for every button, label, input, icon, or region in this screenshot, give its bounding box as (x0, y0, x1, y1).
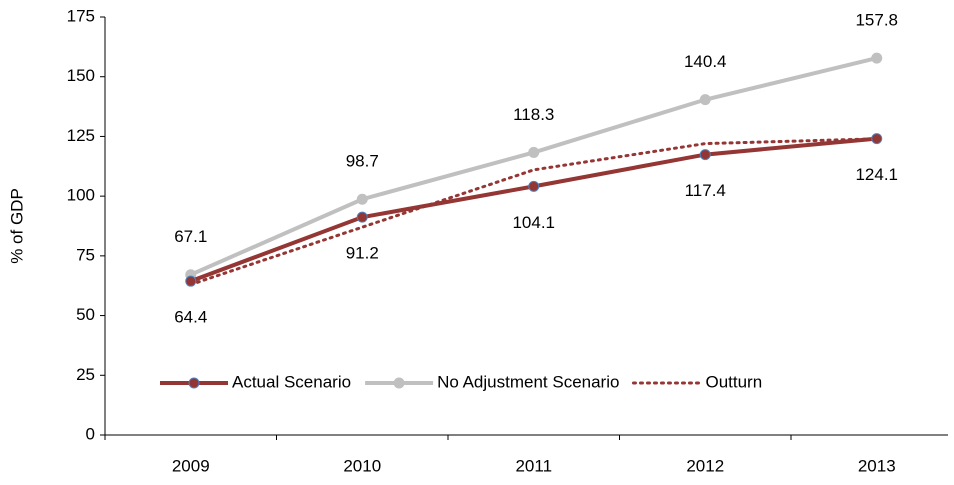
point (871, 133, 883, 145)
y-tick-label: 100 (67, 186, 95, 205)
x-tick-label: 2009 (172, 456, 210, 475)
series-line (190, 136, 877, 284)
y-axis-label: % of GDP (7, 188, 26, 264)
point (871, 52, 883, 64)
x-tick-label: 2010 (343, 456, 381, 475)
x-tick-label: 2012 (686, 456, 724, 475)
data-label: 118.3 (513, 105, 554, 124)
point (699, 94, 711, 106)
data-label: 98.7 (346, 152, 379, 171)
legend-label: Outturn (705, 372, 762, 391)
point (528, 180, 540, 192)
x-tick-label: 2011 (515, 456, 552, 475)
data-label: 64.4 (174, 308, 207, 327)
y-tick-label: 175 (67, 6, 95, 25)
point (356, 211, 368, 223)
y-tick-label: 150 (67, 66, 95, 85)
x-tick-label: 2013 (858, 456, 896, 475)
legend-marker (393, 377, 405, 389)
data-label: 124.1 (855, 165, 898, 184)
point (699, 149, 711, 161)
data-label: 67.1 (174, 227, 207, 246)
data-label: 157.8 (855, 11, 898, 30)
point (185, 275, 197, 287)
point (528, 146, 540, 158)
data-label: 104.1 (512, 213, 555, 232)
y-tick-label: 25 (76, 365, 95, 384)
y-tick-label: 0 (86, 424, 95, 443)
data-label: 91.2 (346, 244, 379, 263)
series-line (189, 137, 879, 287)
y-tick-label: 125 (67, 126, 95, 145)
legend-label: Actual Scenario (232, 372, 351, 391)
data-label: 117.4 (685, 181, 726, 200)
legend-label: No Adjustment Scenario (437, 372, 619, 391)
legend-marker (188, 377, 200, 389)
y-tick-label: 50 (76, 305, 95, 324)
y-tick-label: 75 (76, 245, 95, 264)
data-label: 140.4 (684, 52, 727, 71)
point (356, 193, 368, 205)
